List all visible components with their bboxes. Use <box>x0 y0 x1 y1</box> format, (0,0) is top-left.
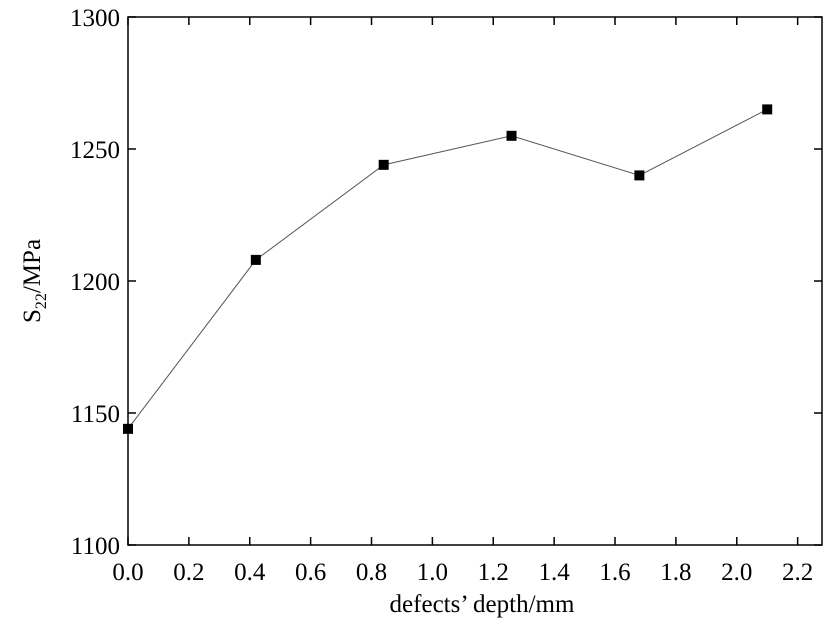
y-label-base: S <box>19 309 46 323</box>
x-tick-label: 1.4 <box>539 559 571 586</box>
y-tick-label: 1300 <box>70 5 120 32</box>
x-tick-label: 0.6 <box>295 559 326 586</box>
point-marker <box>123 423 133 434</box>
series-line <box>127 108 768 430</box>
point-marker <box>762 104 773 115</box>
x-tick-label: 0.8 <box>356 559 387 586</box>
x-tick-label: 0.2 <box>173 559 204 586</box>
point-marker <box>378 159 389 170</box>
y-tick-label: 1200 <box>70 269 120 296</box>
y-tick-label: 1150 <box>71 401 120 428</box>
x-tick-label: 0.4 <box>234 559 266 586</box>
x-tick-label: 1.0 <box>417 559 448 586</box>
y-label-rest: /MPa <box>19 239 46 293</box>
x-tick-label: 1.2 <box>478 559 509 586</box>
point-marker <box>250 254 261 265</box>
x-tick-label: 2.0 <box>721 559 752 586</box>
x-tick-label: 1.6 <box>599 559 630 586</box>
y-axis-label: S22/MPa <box>19 239 50 323</box>
x-axis-label: defects’ depth/mm <box>390 591 575 618</box>
x-tick-label: 2.2 <box>782 559 813 586</box>
point-marker <box>506 130 517 141</box>
x-tick-label: 0.0 <box>112 559 143 586</box>
y-label-sub: 22 <box>33 293 50 309</box>
y-tick-label: 1100 <box>71 533 120 560</box>
point-marker <box>634 170 645 181</box>
y-tick-label: 1250 <box>70 137 120 164</box>
x-tick-label: 1.8 <box>660 559 691 586</box>
plot-frame <box>127 16 823 546</box>
